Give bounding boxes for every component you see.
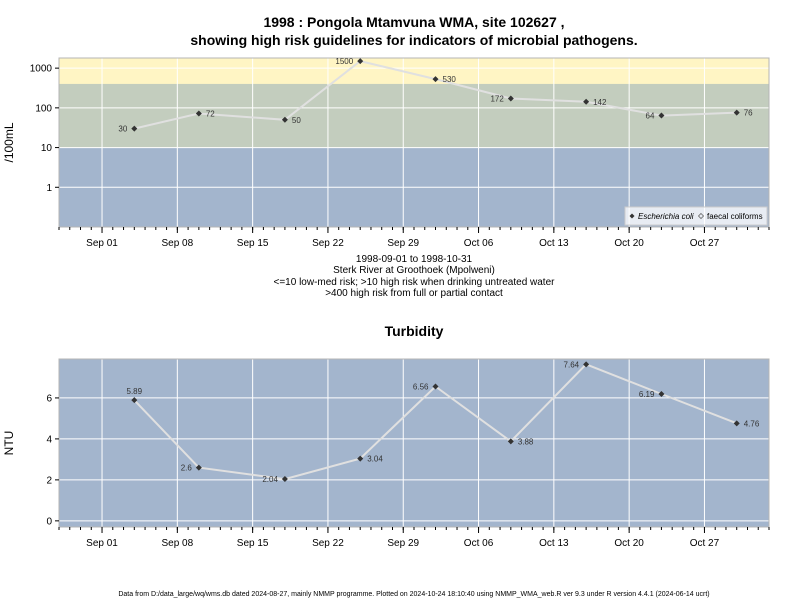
microbial-data-label-5: 172 — [490, 94, 504, 103]
turbidity-data-label-3: 3.04 — [367, 455, 383, 464]
microbial-data-label-7: 64 — [646, 112, 655, 121]
caption-line-4: >400 high risk from full or partial cont… — [325, 288, 503, 299]
turbidity-data-label-7: 6.19 — [639, 390, 655, 399]
microbial-data-label-0: 30 — [118, 125, 127, 134]
microbial-y-axis-label: /100mL — [2, 122, 16, 162]
chart-title-line2: showing high risk guidelines for indicat… — [190, 32, 637, 48]
turbidity-x-tick-label-1: Sep 08 — [161, 538, 193, 549]
turbidity-data-point-2 — [281, 476, 288, 483]
microbial-x-tick-label-4: Sep 29 — [387, 238, 419, 249]
microbial-data-point-3 — [357, 58, 364, 65]
turbidity-y-tick-label-2: 4 — [46, 434, 52, 445]
microbial-data-point-0 — [131, 125, 138, 132]
microbial-legend-marker-ecoli — [629, 213, 635, 219]
microbial-risk-band-2 — [59, 58, 769, 84]
microbial-x-tick-label-7: Oct 20 — [614, 238, 644, 249]
turbidity-y-tick-label-3: 6 — [46, 393, 52, 404]
turbidity-data-point-0 — [131, 397, 138, 404]
turbidity-data-point-1 — [195, 464, 202, 471]
microbial-data-point-8 — [733, 109, 740, 116]
microbial-y-tick-label-0: 1 — [46, 183, 52, 194]
microbial-data-point-1 — [195, 110, 202, 117]
turbidity-data-point-3 — [357, 455, 364, 462]
microbial-data-point-5 — [507, 95, 514, 102]
microbial-data-label-4: 530 — [443, 75, 457, 84]
chart-title-line1: 1998 : Pongola Mtamvuna WMA, site 102627… — [263, 14, 564, 30]
microbial-x-tick-label-5: Oct 06 — [464, 238, 494, 249]
turbidity-data-point-4 — [432, 383, 439, 390]
microbial-panel: 1 10 100 1000/100mL Sep 01 Sep 08 Sep 15 Sep 22… — [2, 57, 770, 249]
turbidity-panel: 0 2 4 6 NTU Sep 01 Sep 08 Sep 15 Sep 22 Sep 29 Oct… — [2, 358, 770, 549]
turbidity-x-tick-label-3: Sep 22 — [312, 538, 344, 549]
microbial-data-point-7 — [658, 112, 665, 119]
microbial-data-point-6 — [583, 98, 590, 105]
microbial-data-point-4 — [432, 76, 439, 83]
turbidity-y-tick-label-0: 0 — [46, 516, 52, 527]
microbial-legend-label-faecal: faecal coliforms — [707, 212, 763, 221]
microbial-data-label-6: 142 — [593, 98, 607, 107]
microbial-data-point-2 — [281, 116, 288, 123]
turbidity-data-label-6: 7.64 — [564, 360, 580, 369]
microbial-x-tick-label-6: Oct 13 — [539, 238, 569, 249]
turbidity-x-tick-label-2: Sep 15 — [237, 538, 269, 549]
microbial-x-tick-label-2: Sep 15 — [237, 238, 269, 249]
turbidity-data-label-1: 2.6 — [181, 464, 193, 473]
microbial-legend-label-ecoli: Escherichia coli — [638, 212, 694, 221]
turbidity-data-point-6 — [583, 361, 590, 368]
microbial-x-tick-label-3: Sep 22 — [312, 238, 344, 249]
microbial-data-label-2: 50 — [292, 116, 301, 125]
turbidity-data-point-8 — [733, 420, 740, 427]
turbidity-data-label-5: 3.88 — [518, 437, 534, 446]
turbidity-title: Turbidity — [385, 323, 444, 339]
microbial-legend-box — [624, 206, 768, 226]
turbidity-data-label-2: 2.04 — [262, 475, 278, 484]
turbidity-x-tick-label-0: Sep 01 — [86, 538, 118, 549]
caption-line-3: <=10 low-med risk; >10 high risk when dr… — [274, 277, 556, 288]
turbidity-data-label-8: 4.76 — [744, 419, 760, 428]
microbial-y-tick-label-1: 10 — [41, 143, 53, 154]
turbidity-x-tick-label-5: Oct 06 — [464, 538, 494, 549]
turbidity-data-point-5 — [507, 438, 514, 445]
microbial-x-tick-label-8: Oct 27 — [690, 238, 720, 249]
microbial-x-tick-label-0: Sep 01 — [86, 238, 118, 249]
turbidity-x-tick-label-6: Oct 13 — [539, 538, 569, 549]
turbidity-x-tick-label-4: Sep 29 — [387, 538, 419, 549]
turbidity-data-label-0: 5.89 — [127, 387, 143, 396]
turbidity-data-label-4: 6.56 — [413, 382, 429, 391]
microbial-data-label-8: 76 — [744, 109, 753, 118]
microbial-y-tick-label-3: 1000 — [30, 64, 53, 75]
microbial-legend-marker-faecal — [697, 212, 705, 220]
microbial-x-tick-label-1: Sep 08 — [161, 238, 193, 249]
footer-note: Data from D:/data_large/wq/wms.db dated … — [118, 591, 709, 598]
turbidity-y-axis-label: NTU — [2, 431, 16, 456]
microbial-y-tick-label-2: 100 — [35, 103, 52, 114]
turbidity-y-tick-label-1: 2 — [46, 475, 52, 486]
caption-line-2: Sterk River at Groothoek (Mpolweni) — [333, 265, 495, 276]
caption-line-1: 1998-09-01 to 1998-10-31 — [356, 254, 473, 265]
turbidity-x-tick-label-7: Oct 20 — [614, 538, 644, 549]
microbial-data-label-1: 72 — [206, 110, 215, 119]
microbial-data-label-3: 1500 — [335, 57, 353, 66]
turbidity-data-point-7 — [658, 391, 665, 398]
turbidity-x-tick-label-8: Oct 27 — [690, 538, 720, 549]
